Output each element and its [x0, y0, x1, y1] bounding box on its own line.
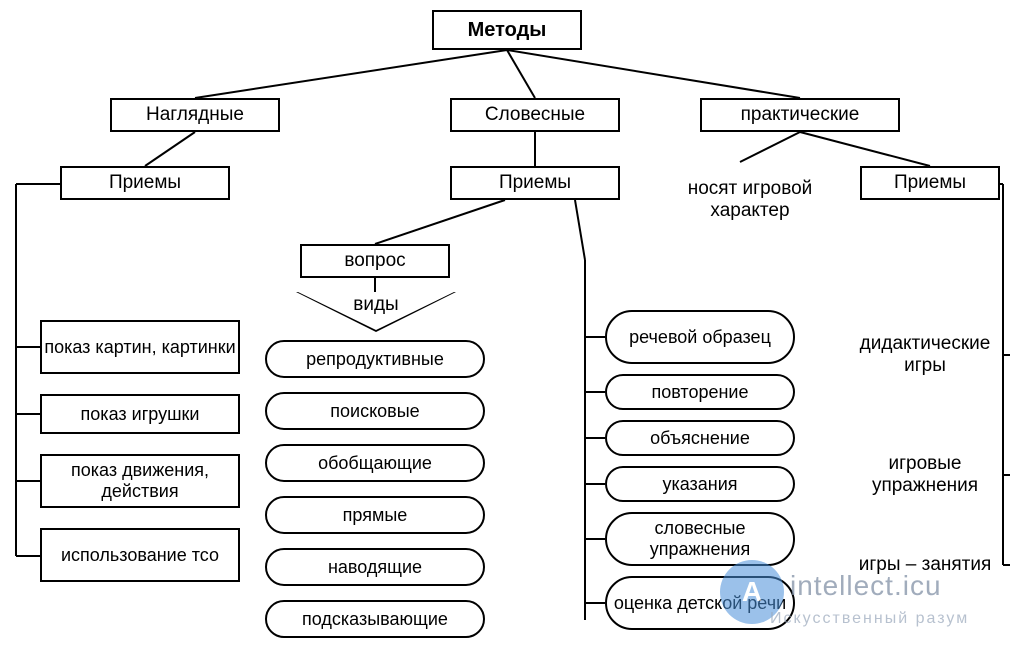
node-visual-techniques: Приемы	[60, 166, 230, 200]
verbal-right-4: словесные упражнения	[605, 512, 795, 566]
node-practical-techniques: Приемы	[860, 166, 1000, 200]
node-verbal: Словесные	[450, 98, 620, 132]
kind-1: поисковые	[265, 392, 485, 430]
watermark-tagline: Искусственный разум	[770, 610, 969, 628]
practical-item-0: дидактические игры	[840, 330, 1010, 380]
practical-item-1: игровые упражнения	[840, 450, 1010, 500]
visual-item-1: показ игрушки	[40, 394, 240, 434]
verbal-right-3: указания	[605, 466, 795, 502]
verbal-right-1: повторение	[605, 374, 795, 410]
node-practical: практические	[700, 98, 900, 132]
visual-item-2: показ движения, действия	[40, 454, 240, 508]
verbal-right-0: речевой образец	[605, 310, 795, 364]
kind-5: подсказывающие	[265, 600, 485, 638]
kind-3: прямые	[265, 496, 485, 534]
kind-4: наводящие	[265, 548, 485, 586]
node-question: вопрос	[300, 244, 450, 278]
visual-item-0: показ картин, картинки	[40, 320, 240, 374]
kind-2: обобщающие	[265, 444, 485, 482]
kind-0: репродуктивные	[265, 340, 485, 378]
node-verbal-techniques: Приемы	[450, 166, 620, 200]
node-visual: Наглядные	[110, 98, 280, 132]
visual-item-3: использование тсо	[40, 528, 240, 582]
verbal-right-2: объяснение	[605, 420, 795, 456]
node-play-note: носят игровой характер	[680, 160, 820, 240]
watermark-brand: intellect.icu	[790, 570, 942, 602]
node-root: Методы	[432, 10, 582, 50]
